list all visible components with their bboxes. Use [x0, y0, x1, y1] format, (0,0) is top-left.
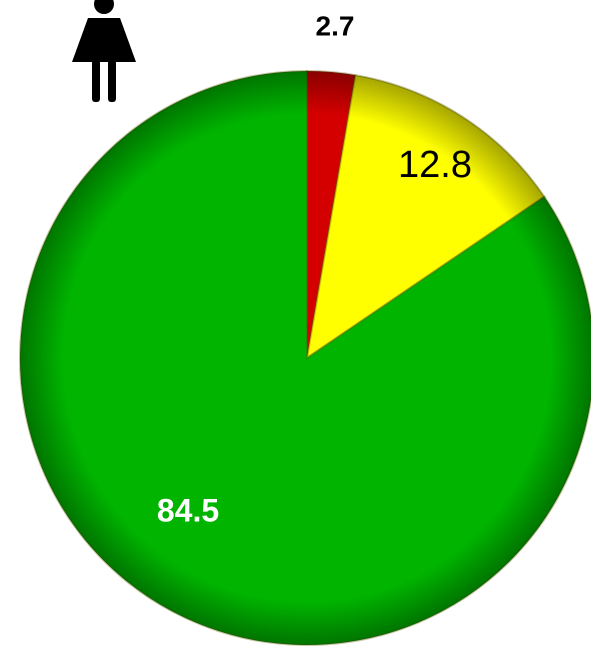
data-label: 12.8 — [398, 144, 472, 186]
data-label: 2.7 — [316, 10, 355, 41]
slices — [19, 69, 591, 646]
data-label: 84.5 — [157, 492, 219, 528]
woman-icon — [72, 0, 136, 102]
